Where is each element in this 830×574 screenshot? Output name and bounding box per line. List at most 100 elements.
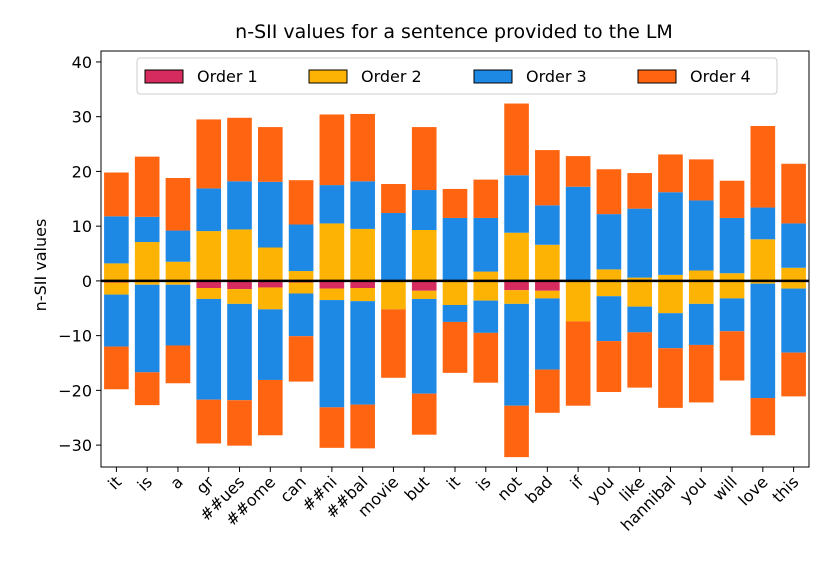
- bar-3-pos-13: [504, 175, 529, 233]
- bar-4-neg-13: [504, 405, 529, 458]
- bar-4-neg-11: [442, 321, 468, 373]
- bar-2-pos-19: [688, 270, 714, 281]
- x-tick-label: not: [493, 472, 525, 504]
- bar-3-neg-7: [319, 300, 345, 408]
- bar-2-neg-22: [781, 281, 806, 289]
- bar-2-pos-12: [473, 271, 499, 281]
- y-tick-label: −10: [58, 327, 92, 346]
- bar-4-neg-7: [319, 407, 345, 448]
- y-tick-label: −20: [58, 381, 92, 400]
- bar-4-pos-4: [227, 117, 252, 182]
- bar-4-pos-2: [165, 177, 191, 231]
- bar-4-neg-5: [257, 379, 283, 436]
- bar-3-neg-14: [535, 298, 560, 370]
- bar-4-pos-6: [288, 180, 314, 225]
- bar-2-neg-2: [165, 281, 191, 285]
- legend-label-3: Order 3: [526, 67, 587, 86]
- bar-4-pos-15: [565, 156, 591, 187]
- bar-4-pos-14: [535, 150, 560, 206]
- bar-2-pos-16: [596, 269, 622, 281]
- bar-4-neg-14: [535, 369, 560, 413]
- bar-1-neg-14: [535, 280, 560, 291]
- bar-2-neg-5: [257, 287, 283, 310]
- bar-2-pos-17: [627, 277, 653, 281]
- legend-frame: [136, 57, 778, 95]
- bar-4-neg-18: [658, 348, 683, 408]
- bar-3-neg-21: [750, 283, 776, 399]
- bar-4-neg-2: [165, 345, 191, 384]
- bar-4-pos-18: [658, 154, 683, 193]
- bar-3-neg-3: [196, 298, 222, 400]
- bar-3-neg-22: [781, 288, 806, 353]
- bar-2-neg-14: [535, 290, 560, 299]
- y-tick-label: 10: [72, 217, 92, 236]
- bar-2-pos-20: [719, 273, 745, 281]
- bar-3-neg-6: [288, 293, 314, 337]
- bar-4-neg-8: [350, 404, 375, 449]
- x-tick-label: but: [401, 472, 433, 504]
- x-tick-label: if: [566, 472, 587, 493]
- bar-3-neg-17: [627, 306, 653, 333]
- bar-4-neg-20: [719, 331, 745, 381]
- bar-1-neg-4: [227, 280, 252, 290]
- bar-2-neg-20: [719, 281, 745, 299]
- bar-4-neg-6: [288, 336, 314, 382]
- bar-3-neg-12: [473, 300, 499, 333]
- bar-2-pos-2: [165, 261, 191, 281]
- bar-2-pos-14: [535, 244, 560, 281]
- bar-4-pos-16: [596, 169, 622, 215]
- bar-2-neg-19: [688, 281, 714, 304]
- bar-2-neg-10: [411, 290, 437, 299]
- legend-swatch-3: [473, 69, 513, 84]
- bar-2-pos-4: [227, 229, 252, 281]
- bar-4-neg-10: [411, 393, 437, 435]
- legend: Order 1 Order 2 Order 3 Order 4: [136, 57, 778, 95]
- bar-2-neg-8: [350, 288, 375, 302]
- bar-3-neg-2: [165, 284, 191, 346]
- bar-2-pos-13: [504, 232, 529, 281]
- x-tick-label: love: [734, 472, 771, 509]
- bar-2-neg-7: [319, 288, 345, 301]
- bar-1-neg-3: [196, 280, 222, 289]
- legend-swatch-1: [144, 69, 184, 84]
- legend-swatch-4: [637, 69, 677, 84]
- x-tick-label: bad: [521, 472, 556, 507]
- bar-4-pos-12: [473, 179, 499, 218]
- x-tick-label: you: [584, 472, 618, 506]
- bar-3-pos-18: [658, 192, 683, 275]
- bar-2-neg-6: [288, 282, 314, 294]
- bar-4-neg-22: [781, 352, 806, 397]
- bar-2-neg-17: [627, 281, 653, 307]
- legend-swatch-2: [308, 69, 348, 84]
- bar-3-pos-14: [535, 205, 560, 245]
- x-tick-label: a: [166, 472, 186, 492]
- bar-3-pos-17: [627, 208, 653, 278]
- bar-2-pos-1: [134, 242, 160, 281]
- bar-2-neg-16: [596, 281, 622, 297]
- bar-3-pos-20: [719, 217, 745, 274]
- bar-2-neg-12: [473, 281, 499, 301]
- bar-2-neg-4: [227, 289, 252, 304]
- legend-label-1: Order 1: [197, 67, 258, 86]
- bar-3-pos-15: [565, 186, 591, 281]
- bar-3-neg-4: [227, 303, 252, 401]
- bar-2-pos-7: [319, 223, 345, 281]
- bar-4-pos-9: [381, 184, 406, 214]
- x-tick-label: it: [443, 472, 464, 493]
- bar-3-pos-10: [411, 190, 437, 230]
- bar-3-pos-9: [381, 213, 406, 281]
- bar-4-pos-5: [257, 127, 283, 182]
- bar-1-neg-7: [319, 280, 345, 289]
- bar-3-neg-18: [658, 313, 683, 349]
- bar-4-pos-3: [196, 119, 222, 189]
- bar-3-pos-4: [227, 181, 252, 230]
- bar-4-pos-21: [750, 125, 776, 208]
- bar-2-neg-9: [381, 281, 406, 310]
- bar-3-neg-0: [104, 294, 129, 347]
- bar-4-pos-13: [504, 103, 529, 176]
- bar-4-pos-11: [442, 188, 468, 218]
- bar-3-pos-6: [288, 224, 314, 272]
- bar-4-neg-15: [565, 321, 591, 406]
- bar-3-neg-8: [350, 301, 375, 405]
